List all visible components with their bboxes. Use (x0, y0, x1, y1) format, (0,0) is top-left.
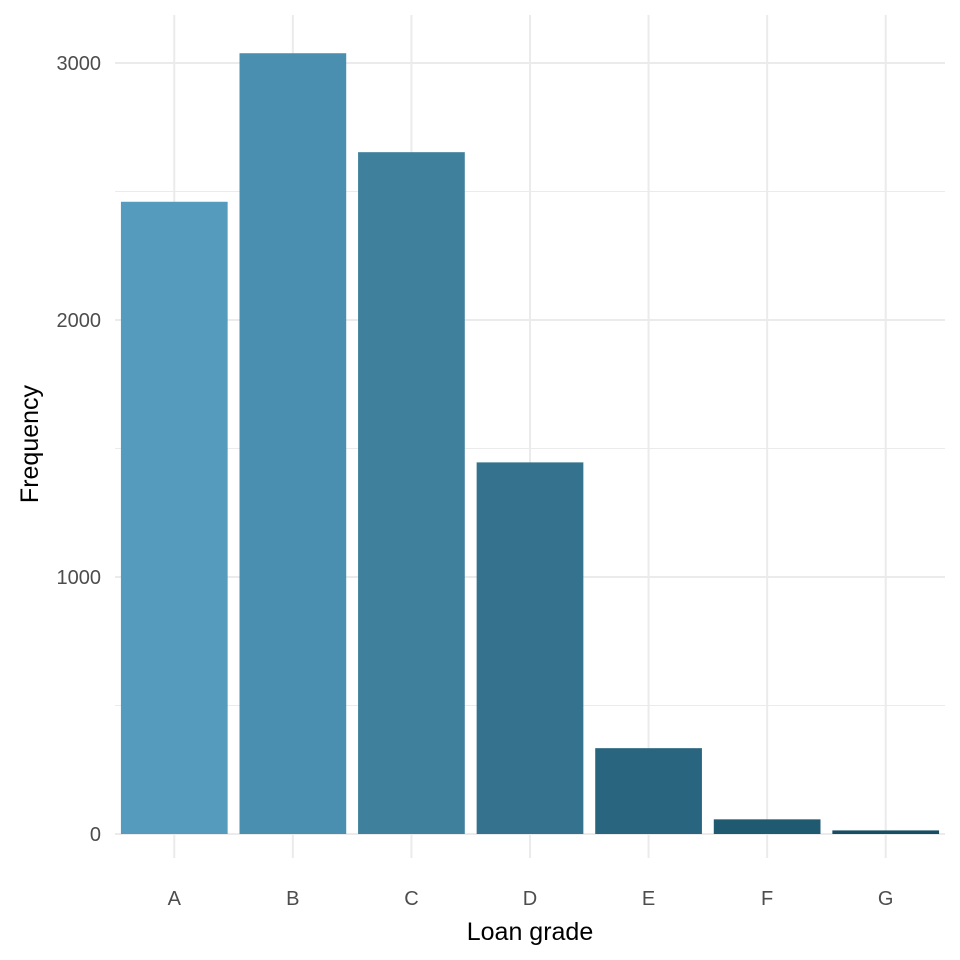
y-axis-title: Frequency (16, 384, 44, 503)
x-axis-title: Loan grade (467, 918, 594, 946)
x-tick-label: A (168, 888, 182, 910)
bar-B (239, 53, 347, 834)
bar-C (358, 152, 465, 834)
y-tick-label: 1000 (57, 567, 102, 589)
y-tick-label: 2000 (57, 310, 102, 332)
bars (120, 53, 940, 834)
x-tick-label: B (286, 888, 299, 910)
x-tick-label: D (523, 888, 537, 910)
y-tick-label: 0 (90, 824, 101, 846)
y-tick-label: 3000 (57, 53, 102, 75)
x-tick-label: E (642, 888, 655, 910)
bar-A (120, 201, 228, 834)
x-tick-label: F (761, 888, 773, 910)
bar-D (476, 462, 584, 834)
bar-F (713, 819, 821, 834)
y-tick-labels: 0 1000 2000 3000 (57, 53, 102, 846)
x-tick-label: G (878, 888, 894, 910)
x-tick-label: C (404, 888, 418, 910)
bar-E (595, 748, 702, 834)
bar-G (832, 830, 940, 834)
x-tick-labels: A B C D E F G (168, 888, 894, 910)
